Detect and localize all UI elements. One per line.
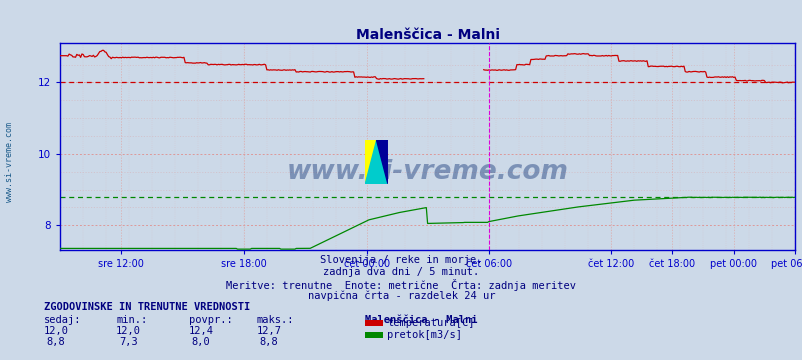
Text: Slovenija / reke in morje.: Slovenija / reke in morje. — [320, 255, 482, 265]
Text: maks.:: maks.: — [257, 315, 294, 325]
Text: sedaj:: sedaj: — [44, 315, 82, 325]
Text: 8,8: 8,8 — [259, 337, 278, 347]
Text: ZGODOVINSKE IN TRENUTNE VREDNOSTI: ZGODOVINSKE IN TRENUTNE VREDNOSTI — [44, 302, 250, 312]
Polygon shape — [376, 140, 387, 184]
Text: pretok[m3/s]: pretok[m3/s] — [387, 330, 461, 340]
Text: min.:: min.: — [116, 315, 148, 325]
Text: 12,7: 12,7 — [256, 326, 282, 336]
Text: 12,0: 12,0 — [115, 326, 141, 336]
Text: 7,3: 7,3 — [119, 337, 138, 347]
Text: Meritve: trenutne  Enote: metrične  Črta: zadnja meritev: Meritve: trenutne Enote: metrične Črta: … — [226, 279, 576, 291]
Text: povpr.:: povpr.: — [188, 315, 232, 325]
Title: Malenščica - Malni: Malenščica - Malni — [355, 28, 499, 42]
Text: 12,4: 12,4 — [188, 326, 213, 336]
Text: temperatura[C]: temperatura[C] — [387, 318, 474, 328]
Text: www.si-vreme.com: www.si-vreme.com — [5, 122, 14, 202]
Text: Malenščica - Malni: Malenščica - Malni — [365, 315, 477, 325]
Text: www.si-vreme.com: www.si-vreme.com — [286, 158, 568, 185]
Text: 8,0: 8,0 — [191, 337, 210, 347]
Polygon shape — [365, 140, 387, 184]
Text: 12,0: 12,0 — [43, 326, 69, 336]
Text: 8,8: 8,8 — [47, 337, 66, 347]
Text: zadnja dva dni / 5 minut.: zadnja dva dni / 5 minut. — [323, 267, 479, 277]
Polygon shape — [365, 140, 376, 184]
Text: navpična črta - razdelek 24 ur: navpična črta - razdelek 24 ur — [307, 291, 495, 301]
